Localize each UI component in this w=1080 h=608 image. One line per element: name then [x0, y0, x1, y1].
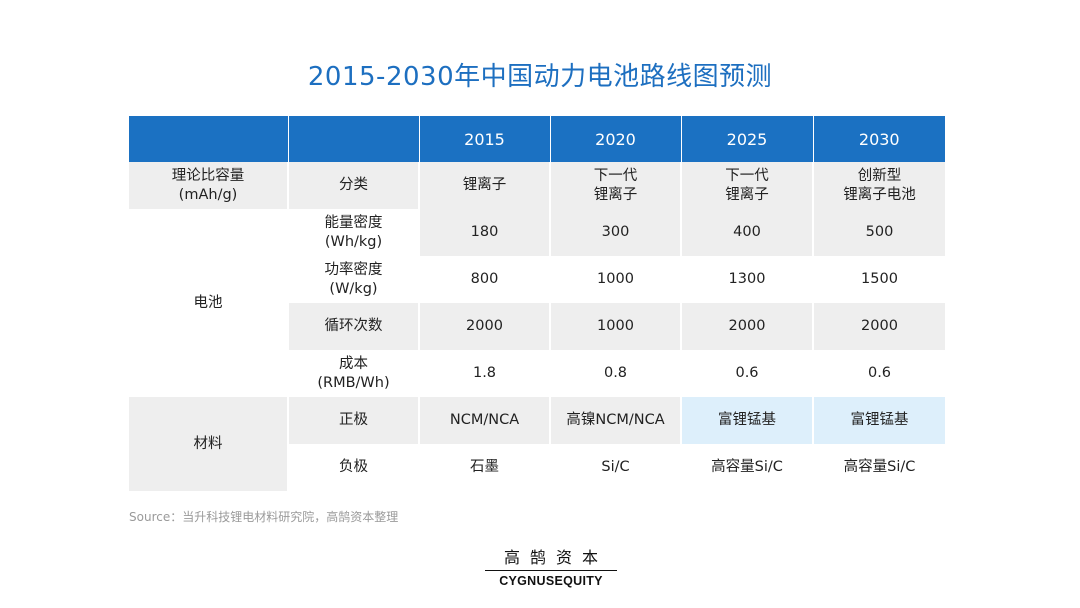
logo-divider	[485, 570, 617, 571]
table-row: 电池 能量密度 (Wh/kg) 180 300 400 500	[129, 209, 945, 397]
logo-english-text: CYGNUSEQUITY	[499, 574, 603, 588]
table-row: 材料 正极 NCM/NCA 高镍NCM/NCA 富锂锰基 富锂锰基	[129, 397, 945, 491]
table-cell: 800	[419, 256, 551, 303]
row-label: 能量密度 (Wh/kg)	[288, 209, 420, 256]
table-row: 成本 (RMB/Wh) 1.8 0.8 0.6 0.6	[129, 350, 945, 397]
table-row: 循环次数 2000 1000 2000 2000	[129, 303, 945, 350]
table-row: 负极 石墨 Si/C 高容量Si/C 高容量Si/C	[129, 444, 945, 491]
row-label: 负极	[288, 444, 420, 491]
table-cell: 300	[550, 209, 682, 256]
table-cell: 下一代 锂离子	[550, 162, 682, 209]
header-cell-2025: 2025	[681, 116, 814, 162]
table-cell: 锂离子	[419, 162, 551, 209]
table-cell: 高容量Si/C	[813, 444, 945, 491]
source-note: Source：当升科技锂电材料研究院，高鹄资本整理	[129, 510, 399, 524]
roadmap-table: 2015 2020 2025 2030 理论比容量 (mAh/g) 分类 锂离子…	[129, 116, 945, 491]
row-label: 分类	[288, 162, 420, 209]
header-cell-2015: 2015	[419, 116, 551, 162]
table-cell-highlight: 富锂锰基	[813, 397, 945, 444]
table-cell-highlight: 富锂锰基	[681, 397, 814, 444]
table-row: 理论比容量 (mAh/g) 分类 锂离子 下一代 锂离子 下一代 锂离子 创新型…	[129, 162, 945, 209]
table-cell: 2000	[813, 303, 945, 350]
table-cell: 创新型 锂离子电池	[813, 162, 945, 209]
row-group-battery: 电池	[129, 209, 289, 397]
table-cell: 0.6	[813, 350, 945, 397]
table-cell: 下一代 锂离子	[681, 162, 814, 209]
table-cell: 1000	[550, 256, 682, 303]
table-cell: 2000	[419, 303, 551, 350]
table-header-row: 2015 2020 2025 2030	[129, 116, 945, 162]
row-label: 循环次数	[288, 303, 420, 350]
table-cell: Si/C	[550, 444, 682, 491]
row-group-material: 材料	[129, 397, 289, 491]
header-cell-2030: 2030	[813, 116, 945, 162]
header-cell-blank-1	[129, 116, 289, 162]
table-cell: 石墨	[419, 444, 551, 491]
page-title: 2015-2030年中国动力电池路线图预测	[307, 62, 773, 92]
table-cell: 1000	[550, 303, 682, 350]
table-row: 功率密度 (W/kg) 800 1000 1300 1500	[129, 256, 945, 303]
table-cell: 2000	[681, 303, 814, 350]
row-group-capacity: 理论比容量 (mAh/g)	[129, 162, 289, 209]
table-cell: 1.8	[419, 350, 551, 397]
row-label: 功率密度 (W/kg)	[288, 256, 420, 303]
row-label: 成本 (RMB/Wh)	[288, 350, 420, 397]
header-cell-blank-2	[288, 116, 420, 162]
table-cell: 180	[419, 209, 551, 256]
table-cell: 0.8	[550, 350, 682, 397]
table-cell: NCM/NCA	[419, 397, 551, 444]
table-cell: 1500	[813, 256, 945, 303]
logo: 高鹄资本 CYGNUSEQUITY	[485, 548, 617, 589]
logo-chinese-text: 高鹄资本	[503, 548, 608, 567]
row-label: 正极	[288, 397, 420, 444]
table-cell: 500	[813, 209, 945, 256]
table-cell: 0.6	[681, 350, 814, 397]
table-cell: 高容量Si/C	[681, 444, 814, 491]
table-cell: 1300	[681, 256, 814, 303]
table-cell: 400	[681, 209, 814, 256]
header-cell-2020: 2020	[550, 116, 682, 162]
table-cell: 高镍NCM/NCA	[550, 397, 682, 444]
